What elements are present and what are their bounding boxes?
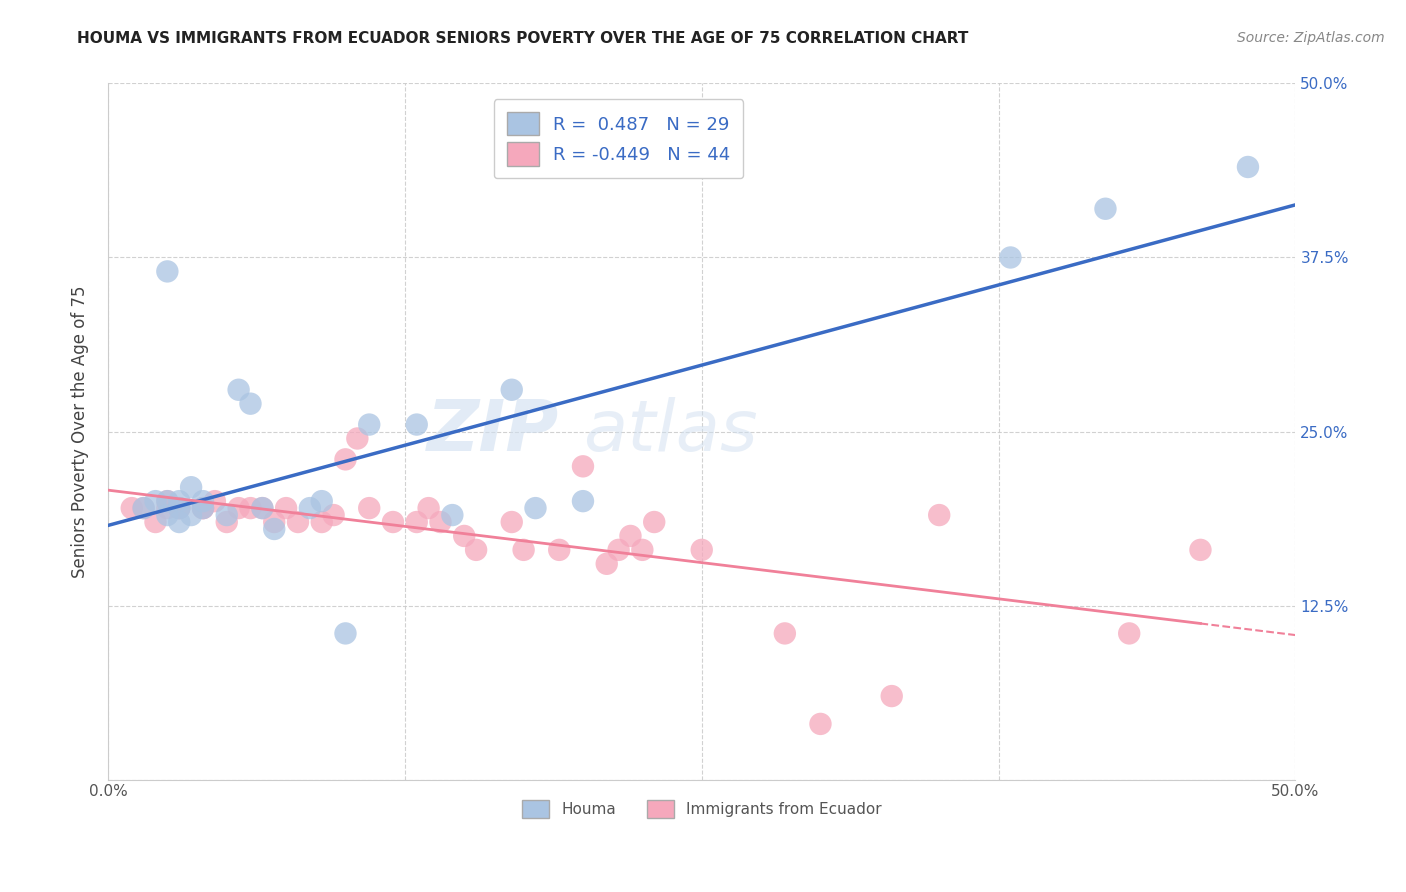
Point	[239, 501, 262, 516]
Point	[335, 452, 357, 467]
Point	[191, 501, 214, 516]
Text: ZIP: ZIP	[427, 397, 560, 466]
Text: HOUMA VS IMMIGRANTS FROM ECUADOR SENIORS POVERTY OVER THE AGE OF 75 CORRELATION : HOUMA VS IMMIGRANTS FROM ECUADOR SENIORS…	[77, 31, 969, 46]
Point	[132, 501, 155, 516]
Point	[453, 529, 475, 543]
Point	[1189, 542, 1212, 557]
Point	[441, 508, 464, 522]
Point	[252, 501, 274, 516]
Point	[180, 508, 202, 522]
Point	[132, 501, 155, 516]
Point	[346, 432, 368, 446]
Point	[252, 501, 274, 516]
Point	[607, 542, 630, 557]
Point	[167, 494, 190, 508]
Point	[298, 501, 321, 516]
Point	[596, 557, 619, 571]
Point	[1237, 160, 1260, 174]
Point	[167, 501, 190, 516]
Point	[121, 501, 143, 516]
Point	[215, 508, 238, 522]
Point	[228, 383, 250, 397]
Point	[619, 529, 641, 543]
Point	[145, 494, 167, 508]
Point	[418, 501, 440, 516]
Point	[405, 515, 427, 529]
Point	[167, 501, 190, 516]
Point	[1118, 626, 1140, 640]
Point	[167, 515, 190, 529]
Point	[501, 383, 523, 397]
Point	[311, 515, 333, 529]
Point	[928, 508, 950, 522]
Point	[311, 494, 333, 508]
Point	[180, 480, 202, 494]
Point	[274, 501, 297, 516]
Point	[156, 264, 179, 278]
Point	[359, 417, 381, 432]
Point	[204, 494, 226, 508]
Point	[263, 522, 285, 536]
Point	[465, 542, 488, 557]
Point	[880, 689, 903, 703]
Point	[382, 515, 405, 529]
Point	[156, 494, 179, 508]
Point	[643, 515, 665, 529]
Text: Source: ZipAtlas.com: Source: ZipAtlas.com	[1237, 31, 1385, 45]
Point	[1000, 251, 1022, 265]
Point	[167, 501, 190, 516]
Point	[1094, 202, 1116, 216]
Point	[773, 626, 796, 640]
Point	[524, 501, 547, 516]
Point	[156, 508, 179, 522]
Point	[156, 501, 179, 516]
Point	[429, 515, 451, 529]
Point	[405, 417, 427, 432]
Point	[810, 717, 832, 731]
Point	[228, 501, 250, 516]
Point	[287, 515, 309, 529]
Y-axis label: Seniors Poverty Over the Age of 75: Seniors Poverty Over the Age of 75	[72, 285, 89, 578]
Point	[191, 501, 214, 516]
Point	[501, 515, 523, 529]
Point	[239, 397, 262, 411]
Point	[631, 542, 654, 557]
Point	[359, 501, 381, 516]
Legend: Houma, Immigrants from Ecuador: Houma, Immigrants from Ecuador	[516, 794, 889, 824]
Point	[335, 626, 357, 640]
Point	[156, 494, 179, 508]
Point	[215, 515, 238, 529]
Point	[191, 494, 214, 508]
Point	[548, 542, 571, 557]
Point	[572, 459, 595, 474]
Point	[145, 515, 167, 529]
Point	[690, 542, 713, 557]
Point	[191, 501, 214, 516]
Text: atlas: atlas	[583, 397, 758, 466]
Point	[263, 515, 285, 529]
Point	[512, 542, 534, 557]
Point	[322, 508, 344, 522]
Point	[572, 494, 595, 508]
